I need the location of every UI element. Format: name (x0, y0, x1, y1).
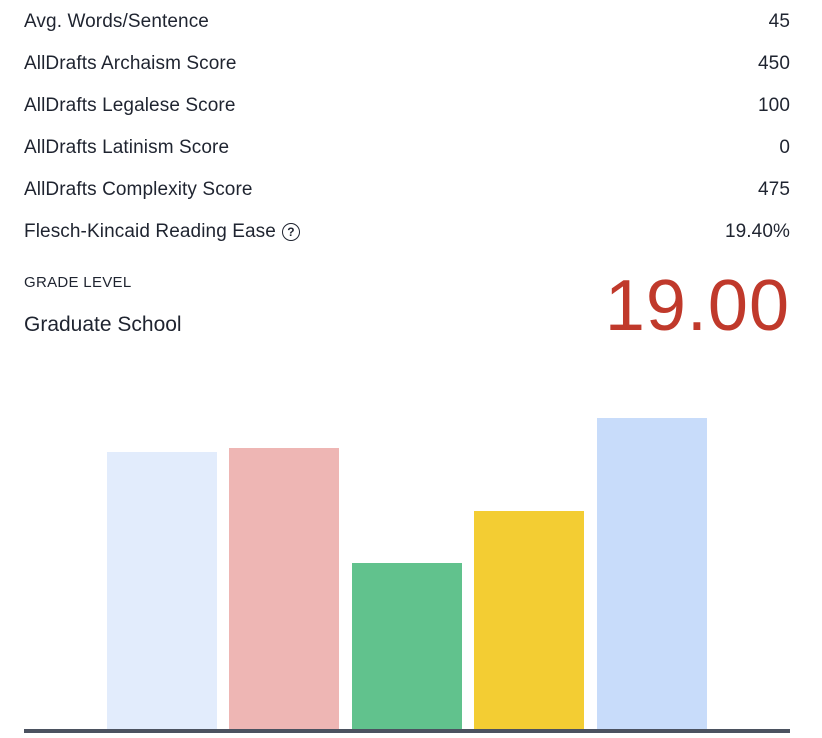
metric-value: 100 (757, 95, 790, 116)
metrics-list: Avg. Words/Sentence 45 AllDrafts Archais… (24, 0, 790, 253)
metric-row-flesch-kincaid: Flesch-Kincaid Reading Ease ? 19.40% (24, 211, 790, 253)
metric-row-archaism: AllDrafts Archaism Score 450 (24, 43, 790, 85)
metric-label: AllDrafts Latinism Score (24, 137, 230, 158)
metric-label: AllDrafts Archaism Score (24, 53, 237, 74)
metric-row-avg-words: Avg. Words/Sentence 45 (24, 1, 790, 43)
metric-row-complexity: AllDrafts Complexity Score 475 (24, 169, 790, 211)
metric-label: AllDrafts Complexity Score (24, 179, 253, 200)
metric-value: 45 (768, 11, 790, 32)
metric-value: 19.40% (724, 221, 790, 242)
chart-baseline (24, 729, 790, 733)
chart-bar (352, 563, 462, 729)
metric-label-wrap: Flesch-Kincaid Reading Ease ? (24, 221, 300, 243)
metric-value: 475 (757, 179, 790, 200)
chart-bar (229, 448, 339, 729)
metric-label: Avg. Words/Sentence (24, 11, 209, 32)
chart-bar (474, 511, 584, 729)
bar-chart (24, 380, 790, 733)
grade-level-name: Graduate School (24, 313, 182, 336)
chart-bar (107, 452, 217, 729)
metric-row-legalese: AllDrafts Legalese Score 100 (24, 85, 790, 127)
question-circle-icon[interactable]: ? (281, 223, 300, 241)
metric-row-latinism: AllDrafts Latinism Score 0 (24, 127, 790, 169)
grade-level-caption: GRADE LEVEL (24, 274, 132, 291)
grade-level-section: GRADE LEVEL Graduate School 19.00 (24, 266, 790, 348)
metric-value: 0 (779, 137, 790, 158)
metric-label: Flesch-Kincaid Reading Ease (24, 221, 276, 242)
chart-bar (597, 418, 707, 729)
metric-label: AllDrafts Legalese Score (24, 95, 236, 116)
metric-value: 450 (757, 53, 790, 74)
grade-level-score: 19.00 (604, 266, 790, 346)
